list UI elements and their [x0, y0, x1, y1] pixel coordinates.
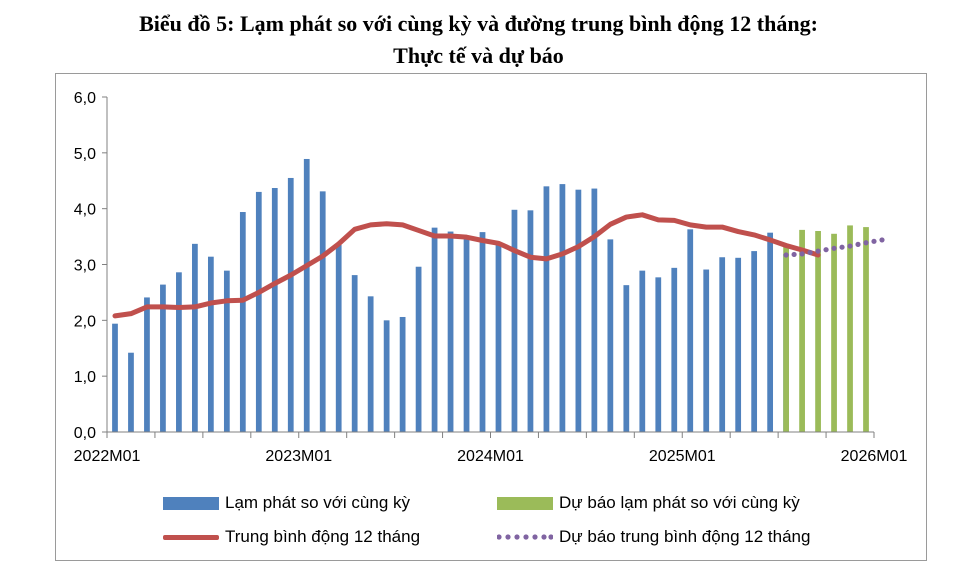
bar-actual: [160, 284, 166, 432]
bar-actual: [112, 323, 118, 432]
bar-actual: [767, 232, 774, 432]
legend-item-forecast-bar: Dự báo lạm phát so với cùng kỳ: [497, 490, 800, 516]
bar-actual: [176, 272, 182, 432]
y-tick-label: 5,0: [74, 146, 96, 163]
point-forecast-moving-avg: [863, 240, 869, 246]
y-tick-label: 2,0: [74, 313, 96, 330]
point-forecast-moving-avg: [807, 249, 813, 256]
bar-forecast: [815, 231, 821, 432]
line-moving-avg: [112, 212, 821, 319]
bar-actual: [271, 188, 278, 432]
bar-actual: [207, 256, 214, 432]
bar-forecast: [783, 244, 789, 432]
bar-actual: [319, 191, 326, 432]
legend-swatch-actual-bar: [163, 496, 219, 510]
chart-frame: [55, 73, 927, 561]
bar-actual: [575, 189, 582, 432]
point-forecast-moving-avg: [815, 248, 821, 254]
bar-actual: [287, 177, 294, 432]
bar-actual: [192, 243, 198, 432]
y-tick-label: 3,0: [74, 258, 96, 275]
bar-actual: [527, 210, 534, 432]
bar-actual: [735, 257, 742, 432]
bar-actual: [383, 320, 390, 432]
y-tick-label: 0,0: [74, 425, 96, 442]
legend-swatch-moving-avg: [163, 534, 219, 540]
legend-label-forecast-bar: Dự báo lạm phát so với cùng kỳ: [559, 493, 800, 512]
chart-title-line2: Thực tế và dự báo: [393, 43, 564, 68]
x-tick-label: 2025M01: [649, 448, 716, 465]
point-forecast-moving-avg: [839, 244, 845, 250]
bar-actual: [671, 267, 678, 432]
point-forecast-moving-avg: [783, 252, 789, 258]
bar-actual: [479, 232, 486, 432]
legend-label-forecast-moving-avg: Dự báo trung bình động 12 tháng: [559, 527, 811, 546]
bar-actual: [399, 316, 406, 432]
bar-actual: [591, 188, 598, 432]
bar-actual: [351, 275, 358, 432]
bar-actual: [303, 158, 310, 432]
legend-label-actual-bar: Lạm phát so với cùng kỳ: [225, 493, 411, 512]
bar-actual: [559, 184, 566, 432]
bar-actual: [543, 186, 550, 432]
point-forecast-moving-avg: [823, 247, 829, 253]
point-forecast-moving-avg: [879, 237, 885, 243]
bar-actual: [655, 277, 662, 432]
point-forecast-moving-avg: [855, 241, 861, 247]
bar-actual: [128, 352, 134, 432]
bar-actual: [751, 251, 758, 432]
y-tick-label: 4,0: [74, 202, 96, 219]
bar-actual: [144, 297, 150, 432]
bar-actual: [431, 227, 438, 432]
bar-actual: [367, 296, 374, 432]
bar-actual: [703, 269, 710, 432]
point-forecast-moving-avg: [799, 251, 805, 257]
x-tick-label: 2022M01: [74, 448, 141, 465]
bar-actual: [623, 285, 630, 432]
legend-label-moving-avg: Trung bình động 12 tháng: [225, 527, 421, 546]
bar-forecast: [799, 229, 805, 432]
x-tick-label: 2024M01: [457, 448, 524, 465]
bar-actual: [463, 239, 470, 432]
bar-actual: [511, 209, 518, 432]
point-forecast-moving-avg: [831, 245, 837, 251]
y-tick-label: 6,0: [74, 90, 96, 107]
bar-actual: [719, 257, 726, 432]
legend-item-actual-bar: Lạm phát so với cùng kỳ: [163, 490, 410, 516]
bar-actual: [415, 266, 422, 432]
x-tick-label: 2023M01: [265, 448, 332, 465]
point-forecast-moving-avg: [871, 238, 877, 244]
bar-actual: [335, 244, 342, 432]
chart-title-line1: Biểu đồ 5: Lạm phát so với cùng kỳ và đư…: [139, 11, 818, 36]
legend-item-forecast-moving-avg: Dự báo trung bình động 12 tháng: [497, 524, 810, 550]
point-forecast-moving-avg: [847, 243, 853, 249]
bar-actual: [495, 243, 502, 432]
bar-actual: [239, 212, 246, 432]
legend-swatch-forecast-bar: [497, 496, 553, 510]
bar-actual: [687, 229, 694, 432]
bar-actual: [447, 231, 454, 432]
bar-forecast: [831, 233, 837, 432]
legend-item-moving-avg: Trung bình động 12 tháng: [163, 524, 420, 550]
bar-actual: [223, 270, 230, 432]
x-tick-label: 2026M01: [841, 448, 908, 465]
bar-actual: [639, 270, 646, 432]
bar-forecast: [863, 227, 869, 432]
y-tick-label: 1,0: [74, 369, 96, 386]
chart-title: Biểu đồ 5: Lạm phát so với cùng kỳ và đư…: [0, 8, 957, 72]
point-forecast-moving-avg: [791, 251, 797, 258]
bar-forecast: [847, 225, 853, 432]
bar-actual: [255, 191, 262, 432]
legend-swatch-forecast-moving-avg: [497, 534, 553, 540]
bar-actual: [607, 239, 614, 432]
